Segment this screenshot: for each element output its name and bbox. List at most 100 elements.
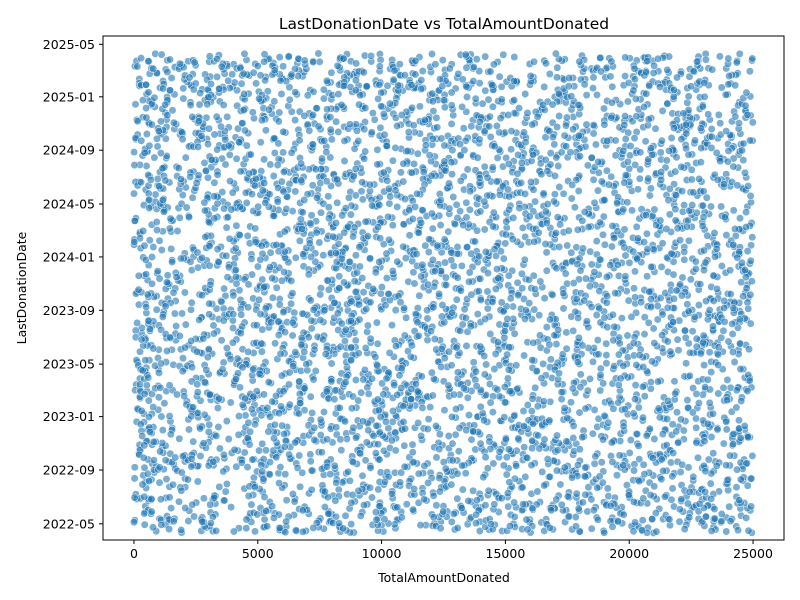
data-point [640, 470, 649, 479]
data-point [391, 186, 400, 195]
data-point [393, 122, 402, 130]
data-point [407, 395, 416, 404]
data-point [557, 500, 566, 509]
data-point [519, 407, 528, 415]
data-point [746, 319, 755, 328]
data-point [597, 458, 606, 467]
data-point [335, 284, 344, 293]
data-point [730, 358, 739, 366]
data-point [291, 64, 299, 73]
data-point [607, 57, 616, 66]
data-point [589, 121, 598, 130]
data-point [593, 515, 602, 524]
data-point [658, 239, 667, 248]
data-point [640, 330, 649, 339]
data-point [347, 520, 356, 529]
data-point [270, 211, 278, 220]
data-point [589, 175, 598, 184]
data-point [510, 53, 519, 61]
data-point [488, 163, 497, 172]
data-point [206, 280, 215, 289]
data-point [399, 177, 408, 186]
data-point [567, 398, 575, 407]
data-point [479, 473, 488, 482]
data-point [303, 190, 312, 199]
data-point [452, 200, 461, 209]
data-point [215, 444, 224, 453]
data-point [147, 120, 156, 129]
data-point [144, 396, 153, 405]
data-point [308, 181, 317, 190]
data-point [310, 423, 319, 432]
data-point [530, 305, 539, 314]
data-point [155, 478, 164, 487]
data-point [162, 475, 171, 484]
data-point [210, 493, 219, 502]
data-point [463, 165, 472, 174]
data-point [175, 59, 184, 68]
data-point [457, 261, 466, 270]
data-point [275, 300, 284, 309]
data-point [397, 364, 406, 373]
data-point [432, 501, 441, 510]
data-point [355, 243, 364, 252]
data-point [335, 403, 344, 412]
data-point [280, 430, 289, 438]
data-point [663, 337, 672, 346]
data-point [349, 458, 358, 467]
data-point [528, 444, 537, 453]
data-point [473, 226, 482, 235]
data-point [494, 274, 503, 283]
data-point [417, 85, 426, 93]
data-point [407, 341, 416, 350]
data-point [277, 177, 286, 186]
data-point [414, 419, 423, 427]
data-point [346, 210, 355, 219]
data-point [435, 445, 444, 454]
data-point [256, 255, 265, 264]
data-point [729, 240, 738, 249]
data-point [297, 159, 306, 168]
data-point [235, 138, 243, 147]
data-point [554, 89, 563, 98]
data-point [355, 100, 363, 109]
data-point [138, 96, 147, 105]
data-point [194, 263, 202, 272]
data-point [238, 322, 247, 331]
data-point [296, 399, 305, 408]
data-point [626, 436, 635, 444]
data-point [373, 395, 382, 404]
data-point [676, 468, 685, 476]
data-point [551, 171, 559, 180]
data-point [481, 501, 490, 510]
data-point [145, 236, 154, 245]
data-point [677, 135, 686, 144]
data-point [339, 54, 348, 63]
data-point [629, 247, 638, 256]
data-point [351, 76, 360, 85]
data-point [720, 317, 729, 326]
data-point [700, 361, 709, 370]
data-point [517, 158, 526, 167]
data-point [497, 95, 506, 104]
data-point [684, 307, 693, 316]
data-point [287, 70, 296, 79]
data-point [200, 410, 209, 419]
data-point [512, 361, 521, 370]
data-point [518, 223, 527, 232]
data-point [410, 485, 419, 493]
data-point [227, 503, 236, 512]
data-point [316, 415, 325, 424]
data-point [187, 412, 196, 421]
data-point [205, 124, 213, 133]
data-point [291, 88, 300, 97]
data-point [519, 422, 528, 431]
data-point [255, 295, 263, 304]
data-point [485, 437, 494, 446]
data-point [228, 188, 237, 197]
data-point [504, 111, 513, 119]
data-point [725, 72, 734, 80]
data-point [135, 234, 144, 243]
data-point [682, 129, 691, 138]
data-point [299, 250, 308, 259]
